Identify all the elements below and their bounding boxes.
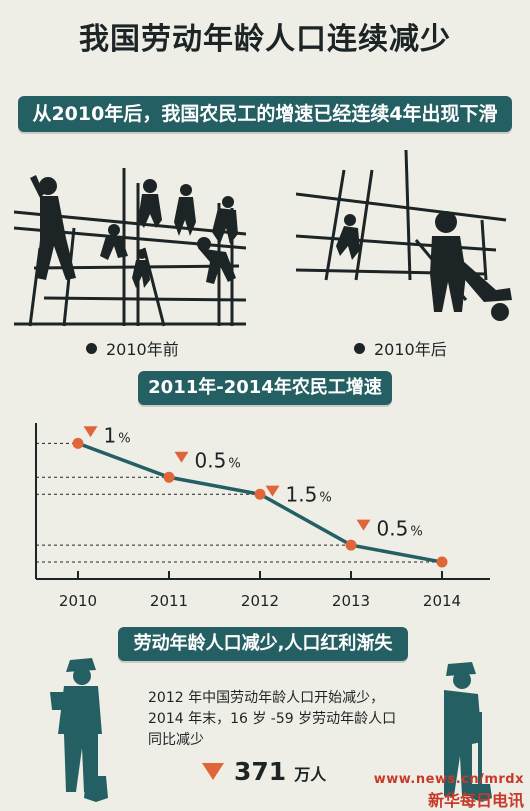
down-triangle-icon <box>356 519 371 531</box>
decline-unit: % <box>228 457 240 472</box>
data-point <box>72 437 84 449</box>
data-point <box>345 539 357 551</box>
down-triangle-icon <box>265 485 280 497</box>
farmer-with-shovel-icon <box>50 658 108 802</box>
x-tick-label: 2011 <box>150 592 188 610</box>
x-tick-label: 2010 <box>59 592 97 610</box>
watermark-brand: 新华每日电讯 <box>427 791 524 810</box>
chart-decline-labels: 1 % 0.5 % 1.5 % 0.5% <box>83 423 423 541</box>
decline-figure: 371 万人 <box>202 757 326 786</box>
old-worker-with-shovel-icon <box>444 662 492 802</box>
workers-on-scaffold-icon <box>14 168 246 327</box>
data-point <box>254 488 266 500</box>
population-paragraph: 2012 年中国劳动年龄人口开始减少，2014 年末，16 岁 -59 岁劳动年… <box>148 690 397 748</box>
headline-banner: 从2010年后，我国农民工的增速已经连续4年出现下滑 <box>18 96 512 132</box>
chart-points <box>72 437 448 568</box>
data-point <box>436 556 448 568</box>
caption-before-2010: 2010年前 <box>86 336 179 360</box>
decline-label: 1.5% <box>286 483 332 507</box>
section-banner: 劳动年龄人口减少,人口红利渐失 <box>118 627 408 661</box>
worker-with-wheelbarrow-icon <box>296 150 512 321</box>
decline-unit: % <box>410 525 422 540</box>
caption-after-2010: 2010年后 <box>354 336 447 360</box>
decline-label: 0.5% <box>377 517 423 541</box>
down-triangle-icon <box>174 451 189 463</box>
source-watermark: www.news.cn/mrdx 新华每日电讯 <box>374 772 524 811</box>
x-tick-label: 2014 <box>423 592 461 610</box>
bullet-dot-icon <box>354 342 365 354</box>
bullet-dot-icon <box>86 342 97 354</box>
chart-title-banner: 2011年-2014年农民工增速 <box>138 371 392 405</box>
decline-unit: % <box>319 491 331 506</box>
decline-label: 1% <box>104 423 131 447</box>
page-title: 我国劳动年龄人口连续减少 <box>79 22 451 57</box>
data-point <box>163 471 175 483</box>
decline-number: 371 <box>234 757 287 786</box>
decline-unit: 万人 <box>294 765 327 784</box>
chart-guides <box>36 442 443 579</box>
watermark-url: www.news.cn/mrdx <box>373 772 524 787</box>
decline-unit: % <box>118 431 130 446</box>
decline-label: 0.5% <box>195 449 241 473</box>
x-tick-label: 2012 <box>241 592 279 610</box>
chart-axes <box>35 423 490 580</box>
x-tick-label: 2013 <box>332 592 370 610</box>
down-triangle-icon <box>83 426 98 438</box>
down-triangle-icon <box>202 763 224 780</box>
chart-x-ticks: 2010 2011 2012 2013 2014 <box>59 592 461 610</box>
caption-after-label: 2010年后 <box>374 340 447 359</box>
series-line <box>77 441 443 564</box>
growth-rate-line-chart: 1 % 0.5 % 1.5 % 0.5% 2010 2011 2012 2013 2014 <box>35 423 490 610</box>
caption-before-label: 2010年前 <box>106 340 179 359</box>
